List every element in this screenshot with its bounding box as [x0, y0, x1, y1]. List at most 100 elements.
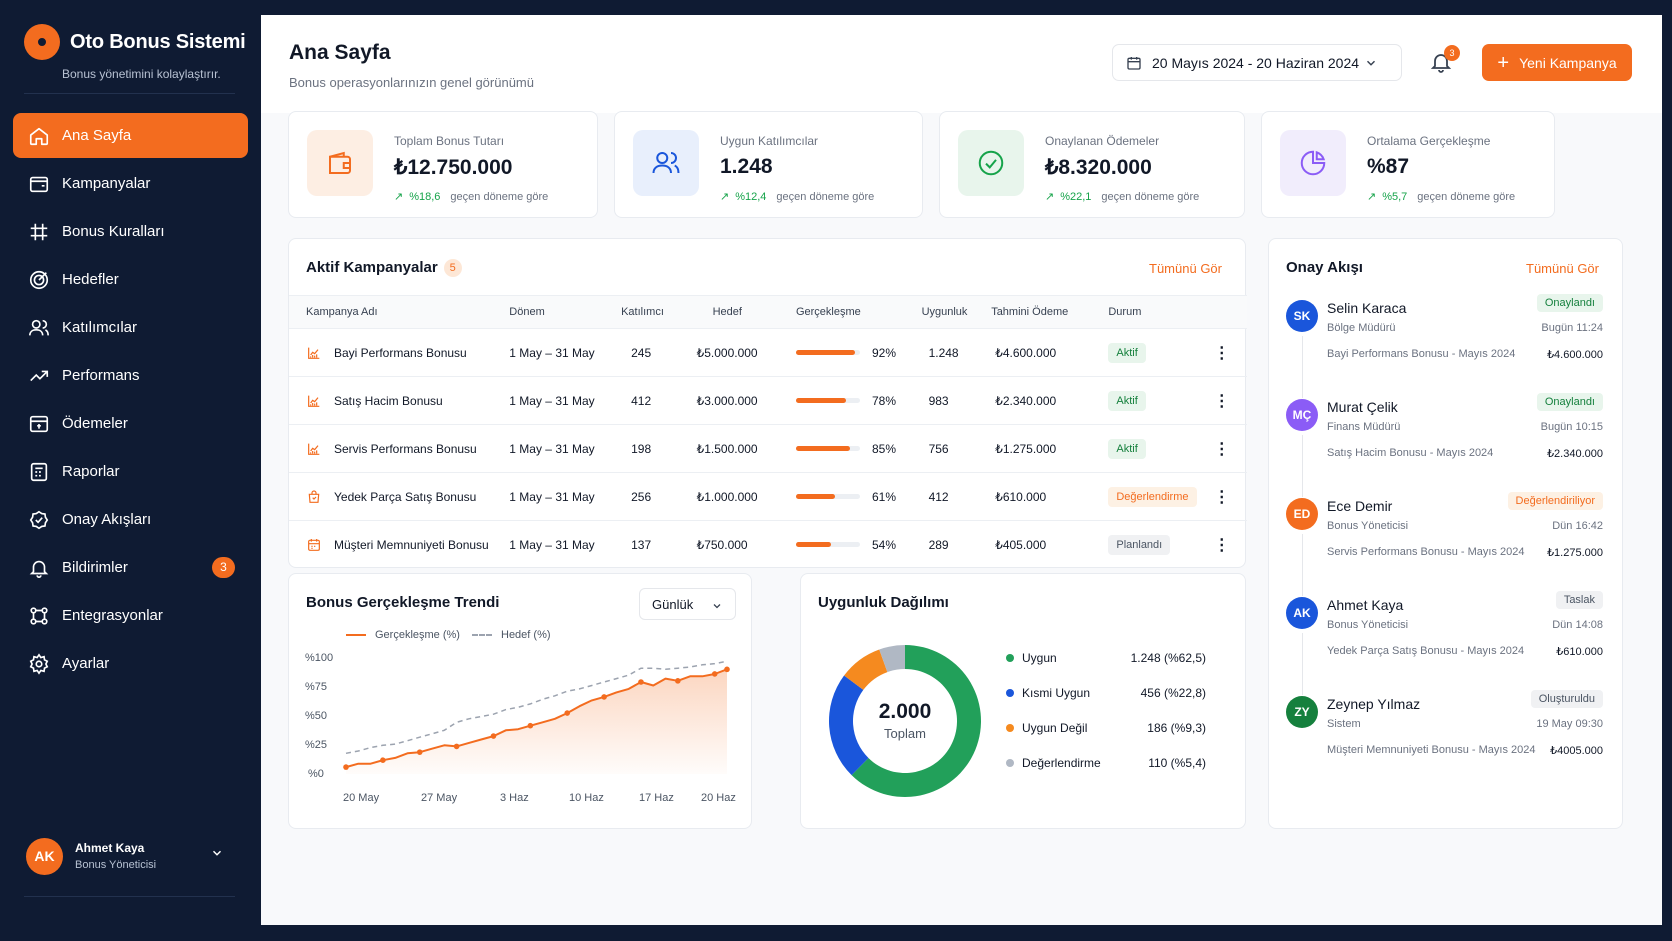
campaign-period: 1 May – 31 May — [509, 424, 622, 473]
progress-bar — [795, 542, 860, 548]
progress-label: 85% — [871, 441, 896, 456]
more-options-icon[interactable]: ⋮ — [1196, 376, 1247, 425]
donut-slice[interactable] — [851, 645, 981, 797]
count-badge: 5 — [443, 259, 462, 277]
table-row[interactable]: Bayi Performans Bonusu 1 May – 31 May 245 ₺… — [289, 328, 1247, 377]
data-point[interactable] — [601, 694, 607, 700]
data-point[interactable] — [638, 679, 644, 685]
campaign-name[interactable]: Satış Hacim Bonusu — [334, 393, 443, 408]
campaign-eligible: 756 — [921, 424, 992, 473]
more-options-icon[interactable]: ⋮ — [1213, 536, 1230, 554]
sidebar-item-raporlar[interactable]: Raporlar — [13, 449, 248, 494]
column-header[interactable]: Tahmini Ödeme — [991, 295, 1109, 329]
data-point[interactable] — [343, 764, 349, 770]
approval-item[interactable]: MÇ Murat Çelik Finans Müdürü Onaylandı Bugün… — [1286, 393, 1603, 479]
notification-badge: 3 — [212, 557, 235, 578]
user-profile[interactable]: AK Ahmet Kaya Bonus Yöneticisi — [26, 837, 236, 875]
brand-tagline: Bonus yönetimini kolaylaştırır. — [62, 67, 221, 81]
approval-item[interactable]: ZY Zeynep Yılmaz Sistem Oluşturuldu 19 May 0… — [1286, 690, 1603, 776]
approval-item[interactable]: SK Selin Karaca Bölge Müdürü Onaylandı Bugün… — [1286, 294, 1603, 380]
legend-dot — [1006, 724, 1014, 732]
approver-role: Bölge Müdürü — [1327, 322, 1396, 334]
campaign-name[interactable]: Bayi Performans Bonusu — [334, 345, 467, 360]
donut-slice[interactable] — [879, 645, 905, 673]
sidebar-item-odemeler[interactable]: Ödemeler — [13, 401, 248, 446]
status-badge: Aktif — [1108, 390, 1146, 411]
date-range-text: 20 Mayıs 2024 - 20 Haziran 2024 — [1152, 54, 1360, 71]
campaign-participants: 137 — [631, 537, 652, 552]
brand[interactable]: Oto Bonus Sistemi — [24, 24, 246, 60]
bell-icon[interactable] — [1429, 50, 1453, 74]
table-row[interactable]: Servis Performans Bonusu 1 May – 31 May 19… — [289, 424, 1247, 473]
sidebar-item-entegrasyonlar[interactable]: Entegrasyonlar — [13, 593, 248, 638]
approval-item[interactable]: ED Ece Demir Bonus Yöneticisi Değerlendiril… — [1286, 492, 1603, 578]
kpi-card-total-bonus: Toplam Bonus Tutarı ₺12.750.000 ↗ %18,6 ge… — [288, 111, 598, 218]
column-header[interactable]: Gerçekleşme — [795, 295, 922, 329]
kpi-delta-note: geçen döneme göre — [1101, 190, 1200, 203]
approval-item[interactable]: AK Ahmet Kaya Bonus Yöneticisi Taslak Dün 14… — [1286, 591, 1603, 677]
sidebar-item-bonus-kurallari[interactable]: Bonus Kuralları — [13, 209, 248, 254]
data-point[interactable] — [453, 743, 460, 750]
date-range-picker[interactable]: 20 Mayıs 2024 - 20 Haziran 2024 — [1112, 44, 1402, 81]
status-badge: Aktif — [1108, 438, 1146, 459]
payment-icon — [29, 415, 49, 432]
column-header[interactable]: Kampanya Adı — [289, 295, 510, 329]
sidebar-item-bildirimler[interactable]: Bildirimler 3 — [13, 545, 248, 590]
sidebar-item-performans[interactable]: Performans — [13, 353, 248, 398]
data-point[interactable] — [724, 666, 730, 673]
approval-amount: ₺2.340.000 — [1547, 448, 1603, 460]
progress-bar — [795, 494, 860, 499]
see-all-link[interactable]: Tümünü Gör — [1526, 261, 1599, 276]
more-options-icon[interactable]: ⋮ — [1196, 328, 1247, 377]
donut-slice[interactable] — [844, 649, 888, 690]
approval-amount: ₺4005.000 — [1550, 745, 1603, 757]
campaign-name[interactable]: Müşteri Memnuniyeti Bonusu — [334, 537, 489, 552]
donut-slice[interactable] — [829, 675, 869, 776]
approver-role: Finans Müdürü — [1327, 421, 1401, 433]
column-header[interactable]: Hedef — [696, 295, 796, 329]
data-point[interactable] — [527, 722, 534, 729]
data-point[interactable] — [675, 678, 681, 684]
campaigns-table: Kampanya Adı Dönem Katılımcı Hedef Gerçe… — [289, 295, 1247, 569]
campaign-target: ₺1.000.000 — [696, 472, 796, 521]
table-row[interactable]: Yedek Parça Satış Bonusu 1 May – 31 May 25… — [289, 472, 1247, 521]
legend-dot — [1006, 759, 1014, 767]
section-title-text: Aktif Kampanyalar — [306, 259, 438, 276]
column-header[interactable]: Dönem — [509, 295, 622, 329]
legend-line-dashed — [472, 634, 492, 636]
see-all-link[interactable]: Tümünü Gör — [1149, 261, 1222, 276]
kpi-card-average-realization: Ortalama Gerçekleşme %87 ↗ %5,7 geçen döne… — [1261, 111, 1555, 218]
data-point[interactable] — [380, 757, 386, 763]
more-options-icon[interactable]: ⋮ — [1196, 424, 1247, 473]
column-header[interactable]: Uygunluk — [921, 295, 992, 329]
progress-bar — [795, 350, 860, 355]
campaign-name[interactable]: Yedek Parça Satış Bonusu — [334, 489, 477, 504]
data-point[interactable] — [490, 733, 497, 739]
sidebar-item-ayarlar[interactable]: Ayarlar — [13, 641, 248, 686]
legend-label: Uygun Değil — [1022, 721, 1088, 735]
table-row[interactable]: Müşteri Memnuniyeti Bonusu 1 May – 31 May… — [289, 521, 1247, 569]
new-campaign-button[interactable]: + Yeni Kampanya — [1482, 44, 1632, 81]
campaign-name[interactable]: Servis Performans Bonusu — [334, 441, 477, 456]
column-header[interactable]: Katılımcı — [621, 295, 697, 329]
x-tick-label: 17 Haz — [639, 792, 674, 804]
table-row[interactable]: Satış Hacim Bonusu 1 May – 31 May 412 ₺3.00… — [289, 376, 1247, 425]
data-point[interactable] — [564, 710, 571, 716]
sidebar-item-ana-sayfa[interactable]: Ana Sayfa — [13, 113, 248, 158]
more-options-icon[interactable]: ⋮ — [1196, 472, 1247, 521]
sidebar-item-katilimcilar[interactable]: Katılımcılar — [13, 305, 248, 350]
sidebar-item-hedefler[interactable]: Hedefler — [13, 257, 248, 302]
data-point[interactable] — [416, 749, 423, 755]
arrow-up-right-icon: ↗ — [720, 191, 730, 203]
column-header[interactable]: Durum — [1108, 295, 1197, 329]
users-icon — [29, 319, 49, 335]
legend-label: Hedef (%) — [501, 629, 551, 641]
sidebar-item-kampanyalar[interactable]: Kampanyalar — [13, 161, 248, 206]
chevron-down-icon[interactable] — [210, 846, 224, 860]
notification-badge: 3 — [1444, 45, 1460, 61]
data-point[interactable] — [711, 671, 718, 677]
period-select[interactable]: Günlük — [639, 588, 736, 620]
legend-value: 1.248 (%62,5) — [1130, 651, 1206, 665]
sidebar-item-onay-akislari[interactable]: Onay Akışları — [13, 497, 248, 542]
bell-icon — [29, 560, 49, 578]
